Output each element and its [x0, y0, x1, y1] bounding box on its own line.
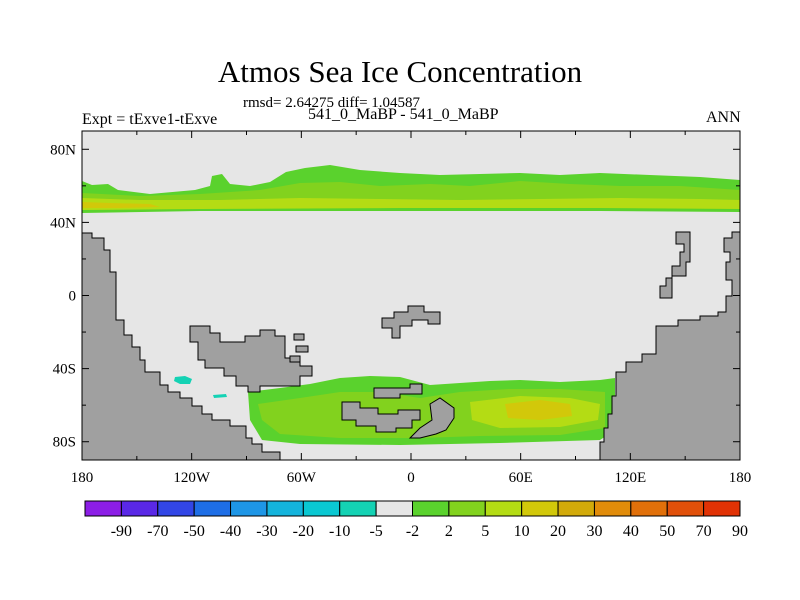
colorbar-label: -20: [293, 523, 314, 540]
equatorial-island: [381, 305, 441, 339]
colorbar-swatch: [521, 500, 559, 517]
arctic-band-top: [82, 202, 160, 208]
colorbar-swatch: [266, 500, 304, 517]
x-tick-label: 60E: [509, 470, 533, 486]
colorbar-swatch: [412, 500, 450, 517]
colorbar-label: -30: [256, 523, 277, 540]
colorbar-swatch: [339, 500, 377, 517]
colorbar-label: -40: [220, 523, 241, 540]
colorbar-swatch: [84, 500, 122, 517]
island: [295, 345, 309, 353]
eastern-polar-landmass: [408, 397, 455, 439]
colorbar-label: -2: [406, 523, 419, 540]
colorbar: -90 -70 -50 -40 -30 -20 -10 -5 -2 2 5 10 20 30 40 50 70 9…: [84, 500, 748, 540]
colorbar-label: -70: [147, 523, 168, 540]
colorbar-label: -90: [111, 523, 132, 540]
y-tick-label: 80N: [50, 142, 76, 158]
colorbar-swatch: [375, 500, 414, 517]
colorbar-swatch: [157, 500, 195, 517]
western-continent: [81, 232, 281, 461]
colorbar-label: 5: [481, 523, 489, 540]
x-tick-label: 120W: [173, 470, 211, 486]
colorbar-label: -5: [369, 523, 382, 540]
land-masses: [81, 231, 741, 461]
negative-patch: [213, 394, 227, 398]
colorbar-label: 10: [514, 523, 530, 540]
season-label: ANN: [706, 109, 741, 126]
peninsula: [659, 231, 691, 299]
eastern-continent: [599, 231, 741, 461]
negative-patch: [174, 376, 192, 384]
stats-label: rmsd= 2.64275 diff= 1.04587: [243, 95, 421, 111]
colorbar-label: 2: [445, 523, 453, 540]
central-continent: [189, 325, 313, 393]
case-label: 541_0_MaBP - 541_0_MaBP: [308, 106, 499, 123]
colorbar-label: 20: [550, 523, 566, 540]
experiment-label: Expt = tExve1-tExve: [82, 111, 218, 128]
colorbar-swatch: [120, 500, 159, 517]
southern-landmass: [341, 401, 421, 433]
colorbar-label: 70: [696, 523, 712, 540]
colorbar-swatch: [484, 500, 523, 517]
y-tick-label: 0: [69, 289, 77, 305]
colorbar-swatch: [230, 500, 268, 517]
island: [293, 333, 305, 341]
colorbar-label: 30: [586, 523, 602, 540]
x-tick-label: 60W: [287, 470, 317, 486]
colorbar-swatch: [666, 500, 705, 517]
colorbar-swatch: [593, 500, 632, 517]
colorbar-label: 90: [732, 523, 748, 540]
y-tick-label: 40S: [53, 362, 76, 378]
x-tick-label: 180: [729, 470, 752, 486]
x-tick-label: 0: [407, 470, 415, 486]
arctic-band-high: [82, 198, 740, 210]
x-tick-label: 120E: [614, 470, 646, 486]
arctic-ice-band: [82, 165, 740, 213]
antarctic-band-top: [505, 400, 572, 420]
colorbar-swatch: [630, 500, 668, 517]
chart-title: Atmos Sea Ice Concentration: [217, 54, 583, 89]
colorbar-swatch: [193, 500, 232, 517]
colorbar-swatch: [703, 500, 741, 517]
colorbar-label: 50: [659, 523, 675, 540]
colorbar-swatch: [557, 500, 595, 517]
southern-island: [373, 383, 423, 399]
colorbar-swatch: [302, 500, 341, 517]
y-tick-label: 40N: [50, 215, 76, 231]
x-tick-label: 180: [71, 470, 94, 486]
map-plot-area: [81, 130, 741, 461]
colorbar-label: -50: [184, 523, 205, 540]
axes: 180 120W 60W 0 60E 120E 180 80N 40N 0 40S 80S: [50, 131, 751, 486]
island: [289, 355, 301, 363]
colorbar-label: 40: [623, 523, 639, 540]
colorbar-label: -10: [329, 523, 350, 540]
y-tick-label: 80S: [53, 435, 76, 451]
colorbar-swatch: [448, 500, 486, 517]
